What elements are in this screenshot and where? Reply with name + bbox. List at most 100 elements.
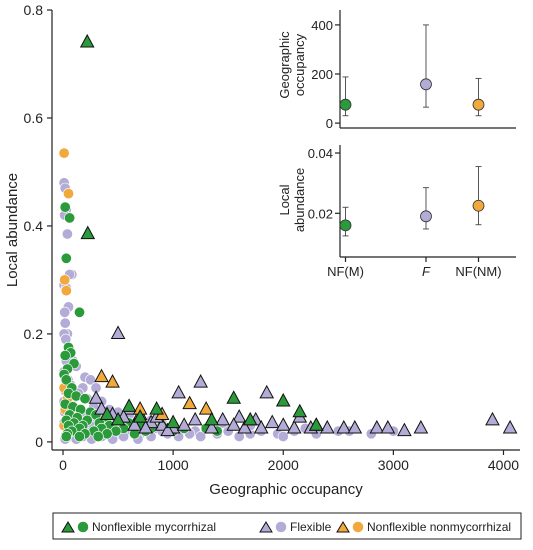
point-nonmycorrhizal-circle-0	[58, 147, 70, 159]
inset-top-points	[339, 24, 485, 117]
inset-x-tick-label-0: NF(M)	[327, 264, 364, 279]
point-flexible-circle-11	[59, 317, 71, 329]
point-nonmycorrhizal-circle-2	[59, 274, 71, 286]
inset-top-y-ticks: 0 200 400	[311, 18, 340, 131]
inset-occupancy-panel: 0 200 400 Geographic occupancy	[277, 10, 516, 137]
point-mycorrhizal-triangle-1	[80, 225, 96, 240]
point-mycorrhizal-circle-52	[92, 430, 104, 442]
inset-bottom-points	[339, 166, 485, 237]
point-flexible-triangle-36	[204, 419, 220, 434]
y-tick-label-2: 0.4	[24, 218, 44, 234]
inset-top-mean-point-0	[339, 98, 352, 111]
point-mycorrhizal-triangle-13	[165, 414, 181, 429]
point-flexible-triangle-7	[176, 417, 192, 431]
point-flexible-triangle-23	[485, 411, 500, 426]
y-tick-label-3: 0.6	[24, 110, 44, 126]
point-mycorrhizal-triangle-12	[132, 409, 148, 423]
legend-label: Flexible	[290, 520, 332, 534]
inset-x-tick-label-1: F	[422, 264, 431, 279]
point-mycorrhizal-triangle-4	[226, 390, 242, 404]
point-mycorrhizal-triangle-11	[110, 411, 126, 426]
point-flexible-triangle-21	[397, 422, 412, 437]
main-points-layer	[58, 33, 518, 445]
point-mycorrhizal-triangle-6	[292, 403, 308, 418]
point-flexible-triangle-1	[171, 384, 186, 399]
point-flexible-triangle-20	[380, 419, 396, 434]
legend-circle-marker	[77, 521, 89, 533]
point-flexible-triangle-9	[215, 411, 231, 426]
point-nonmycorrhizal-circle-1	[62, 188, 74, 200]
inset-gap	[311, 133, 516, 137]
point-mycorrhizal-triangle-2	[121, 398, 137, 412]
point-flexible-triangle-35	[160, 422, 175, 437]
point-flexible-triangle-28	[88, 390, 104, 404]
inset-bottom-y-ticks: 0.02 0.04	[308, 146, 340, 221]
point-flexible-triangle-0	[110, 325, 126, 339]
legend-entry-flexible: Flexible	[259, 520, 332, 534]
point-mycorrhizal-triangle-0	[79, 33, 95, 48]
point-flexible-triangle-3	[259, 384, 275, 399]
inset-top-y-tick-label-1: 200	[311, 67, 333, 82]
point-flexible-circle-10	[59, 306, 71, 318]
point-flexible-circle-4	[61, 228, 73, 240]
inset-bottom-backdrop	[308, 138, 520, 266]
point-flexible-triangle-22	[413, 419, 429, 434]
legend-triangle-marker	[259, 521, 273, 533]
point-flexible-triangle-38	[237, 419, 253, 434]
y-tick-label-4: 0.8	[24, 2, 44, 18]
x-tick-label-2: 2000	[268, 457, 299, 473]
x-tick-label-0: 0	[59, 457, 67, 473]
inset-top-mean-point-1	[420, 78, 432, 91]
inset-bottom-y-label-line1: Local	[277, 184, 292, 215]
point-mycorrhizal-circle-14	[79, 393, 91, 405]
legend-box	[52, 512, 522, 540]
x-tick-label-1: 1000	[158, 457, 189, 473]
legend-label: Nonflexible nonmycorrhizal	[367, 520, 511, 534]
inset-bottom-y-label-line2: abundance	[292, 168, 307, 232]
legend-label: Nonflexible mycorrhizal	[92, 520, 216, 534]
point-nonmycorrhizal-triangle-3	[182, 395, 197, 410]
point-flexible-triangle-18	[347, 419, 363, 434]
point-flexible-triangle-37	[226, 417, 242, 431]
inset-bottom-x-ticks: NF(M) F NF(NM)	[327, 257, 502, 279]
point-mycorrhizal-circle-50	[60, 430, 72, 442]
inset-bottom-y-tick-label-1: 0.04	[308, 146, 333, 161]
point-flexible-triangle-4	[231, 409, 247, 423]
point-flexible-triangle-13	[286, 419, 302, 434]
point-mycorrhizal-triangle-10	[99, 406, 115, 420]
inset-top-y-tick-label-2: 400	[311, 18, 333, 33]
inset-x-tick-label-2: NF(NM)	[455, 264, 501, 279]
inset-top-y-tick-label-0: 0	[326, 116, 333, 131]
point-flexible-circle-90	[277, 430, 289, 442]
main-scatter-panel: 0 1000 2000 3000 4000 00.20.40.60.8 Geograph…	[4, 2, 520, 498]
point-mycorrhizal-circle-2	[60, 252, 72, 264]
x-tick-label-3: 3000	[378, 457, 409, 473]
legend-entry-nonmycorrhizal: Nonflexible nonmycorrhizal	[336, 520, 511, 534]
point-mycorrhizal-circle-3	[74, 306, 86, 318]
point-mycorrhizal-circle-1	[64, 212, 76, 224]
point-nonmycorrhizal-triangle-1	[105, 374, 120, 388]
point-mycorrhizal-circle-6	[59, 349, 71, 361]
point-flexible-triangle-12	[275, 417, 291, 431]
point-flexible-triangle-33	[138, 419, 153, 434]
point-flexible-triangle-17	[336, 419, 352, 434]
point-flexible-triangle-11	[264, 414, 280, 429]
x-tick-label-4: 4000	[488, 457, 519, 473]
point-flexible-circle-88	[195, 430, 207, 442]
main-y-ticks: 0 0.2 0.4 0.6 0.8	[24, 2, 52, 450]
y-tick-label-1: 0.2	[24, 326, 44, 342]
inset-bottom-mean-point-1	[420, 210, 432, 223]
point-mycorrhizal-circle-0	[59, 201, 71, 213]
point-flexible-triangle-24	[502, 419, 518, 434]
inset-bottom-y-tick-label-0: 0.02	[308, 206, 333, 221]
legend-circle-marker	[275, 521, 287, 533]
point-nonmycorrhizal-triangle-0	[94, 368, 109, 383]
point-mycorrhizal-triangle-8	[242, 411, 258, 426]
point-flexible-triangle-2	[193, 374, 208, 388]
legend-triangle-marker	[336, 521, 350, 533]
point-mycorrhizal-circle-51	[74, 430, 86, 442]
legend-triangle-marker	[61, 521, 75, 533]
point-flexible-triangle-19	[369, 419, 385, 434]
point-flexible-triangle-8	[187, 411, 203, 426]
